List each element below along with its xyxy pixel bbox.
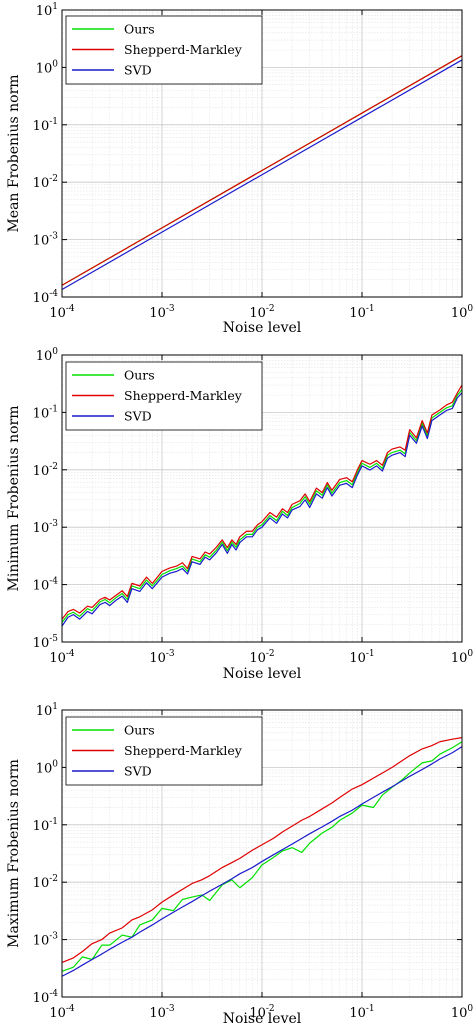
x-tick-label: 100 <box>451 1004 474 1021</box>
x-tick-labels: 10-4 10-3 10-2 10-1 100 <box>49 304 473 321</box>
y-tick-label: 10-2 <box>33 874 58 891</box>
x-tick-label: 10-4 <box>49 1004 75 1021</box>
legend-entry: SVD <box>124 409 152 424</box>
y-tick-label: 100 <box>36 59 59 76</box>
ticks <box>61 354 463 643</box>
x-axis-label: Noise level <box>223 320 302 336</box>
x-tick-label: 100 <box>451 649 474 666</box>
legend-entry: Shepperd-Markley <box>124 743 243 758</box>
legend-entry: Shepperd-Markley <box>124 388 243 403</box>
legend: Ours Shepperd-Markley SVD <box>65 15 263 85</box>
y-tick-label: 10-2 <box>33 462 58 479</box>
series-line-ours <box>61 389 463 623</box>
x-axis-label: Noise level <box>223 666 302 682</box>
x-tick-label: 10-1 <box>349 1004 374 1021</box>
ticks <box>61 9 463 298</box>
series-line-svd <box>61 59 463 291</box>
x-axis-label: Noise level <box>223 1011 302 1027</box>
x-tick-label: 10-4 <box>49 304 75 321</box>
y-tick-label: 10-1 <box>33 404 58 421</box>
y-tick-labels: 10-5 10-4 10-3 10-2 10-1 100 <box>33 347 59 651</box>
legend-entry: Ours <box>124 22 155 37</box>
chart-panel-2: 10-4 10-3 10-2 10-1 10010-510-410-310-210-11… <box>6 347 473 682</box>
x-tick-label: 10-3 <box>149 1004 175 1021</box>
legend-entry: Ours <box>124 368 155 383</box>
y-tick-label: 101 <box>36 2 58 19</box>
x-tick-labels: 10-4 10-3 10-2 10-1 100 <box>49 649 473 666</box>
series-group <box>61 737 463 977</box>
x-tick-label: 10-3 <box>149 304 175 321</box>
series-line-svd <box>61 392 463 627</box>
legend-entry: SVD <box>124 63 152 78</box>
series-line-shepperd-markley <box>61 55 463 286</box>
y-tick-label: 10-5 <box>33 634 59 651</box>
y-tick-label: 10-4 <box>33 989 59 1006</box>
x-tick-label: 10-2 <box>249 1004 274 1021</box>
y-tick-label: 10-3 <box>33 232 59 249</box>
x-tick-label: 10-2 <box>249 649 274 666</box>
y-tick-label: 10-4 <box>33 289 59 306</box>
legend: Ours Shepperd-Markley SVD <box>65 361 263 431</box>
y-tick-labels: 10-4 10-3 10-2 10-1 100 101 <box>33 702 59 1006</box>
series-group <box>61 55 463 291</box>
y-tick-label: 10-4 <box>33 577 59 594</box>
legend-entry: Ours <box>124 723 155 738</box>
x-tick-labels: 10-4 10-3 10-2 10-1 100 <box>49 1004 473 1021</box>
y-tick-label: 101 <box>36 702 58 719</box>
x-tick-label: 10-4 <box>49 649 75 666</box>
x-tick-label: 100 <box>451 304 474 321</box>
y-tick-label: 10-2 <box>33 174 58 191</box>
y-tick-label: 100 <box>36 347 59 364</box>
y-tick-label: 10-3 <box>33 519 59 536</box>
x-tick-label: 10-1 <box>349 304 374 321</box>
y-tick-label: 10-1 <box>33 117 58 134</box>
y-tick-labels: 10-4 10-3 10-2 10-1 100 101 <box>33 2 59 306</box>
y-tick-label: 10-1 <box>33 817 58 834</box>
ticks <box>61 709 463 998</box>
chart-panel-1: 10-4 10-3 10-2 10-1 10010-410-310-210-110010… <box>6 2 473 336</box>
series-line-svd <box>61 746 463 977</box>
x-tick-label: 10-1 <box>349 649 374 666</box>
x-tick-label: 10-3 <box>149 649 175 666</box>
series-line-shepperd-markley <box>61 737 463 963</box>
y-tick-label: 100 <box>36 759 59 776</box>
series-group <box>61 384 463 627</box>
x-tick-label: 10-2 <box>249 304 274 321</box>
legend: Ours Shepperd-Markley SVD <box>65 716 263 786</box>
legend-entry: Shepperd-Markley <box>124 42 243 57</box>
series-line-shepperd-markley <box>61 384 463 620</box>
y-axis-label: Mean Frobenius norm <box>6 74 22 232</box>
y-axis-label: Minimum Frobenius norm <box>6 406 22 592</box>
y-axis-label: Maximum Frobenius norm <box>6 759 22 948</box>
legend-entry: SVD <box>124 764 152 779</box>
chart-panel-3: 10-4 10-3 10-2 10-1 10010-410-310-210-110010… <box>6 702 473 1027</box>
legend-box <box>65 15 263 85</box>
y-tick-label: 10-3 <box>33 932 59 949</box>
